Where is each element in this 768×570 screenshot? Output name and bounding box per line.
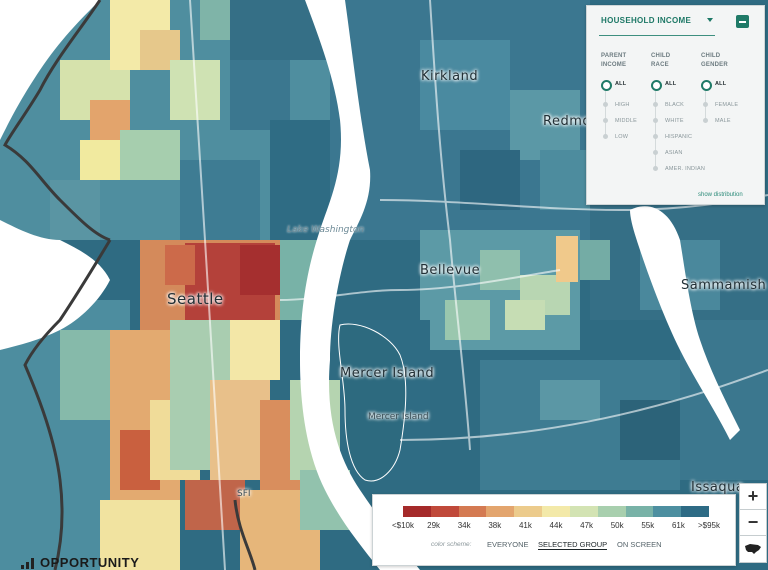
legend-tick-label: 44k	[549, 521, 563, 530]
seattle-boundary	[3, 0, 257, 570]
legend-tick-label: 50k	[610, 521, 624, 530]
scheme-on-screen[interactable]: ON SCREEN	[617, 540, 662, 549]
column-header-parent-income: PARENT INCOME	[601, 53, 627, 68]
zoom-in-button[interactable]: +	[739, 483, 767, 511]
lake-label: Lake Washington	[287, 225, 365, 235]
legend-tick-label: >$95k	[697, 521, 721, 530]
radio-parent-low[interactable]	[603, 134, 608, 139]
seattle-tracts	[0, 0, 350, 570]
radio-race-black[interactable]	[653, 102, 658, 107]
logo-bars-icon	[21, 558, 34, 569]
legend-color-bin	[514, 506, 543, 517]
place-label-bellevue: Bellevue	[420, 263, 481, 278]
option-label[interactable]: ASIAN	[665, 150, 683, 156]
option-label[interactable]: AMER. INDIAN	[665, 166, 705, 172]
option-label[interactable]: LOW	[615, 134, 629, 140]
option-label[interactable]: FEMALE	[715, 102, 739, 108]
legend-tick-label: 41k	[518, 521, 532, 530]
radio-parent-middle[interactable]	[603, 118, 608, 123]
filter-panel: HOUSEHOLD INCOME PARENT INCOME ALL HIGH M…	[586, 5, 765, 205]
usa-map-icon[interactable]	[739, 535, 767, 563]
place-label-sammamish: Sammamish	[681, 278, 767, 293]
route-label: SFI	[237, 489, 251, 499]
show-distribution-link[interactable]: show distribution	[698, 192, 743, 198]
legend-tick-label: 34k	[457, 521, 471, 530]
legend-tick-label: 61k	[671, 521, 685, 530]
radio-race-amer-indian[interactable]	[653, 166, 658, 171]
legend-tick-label: 29k	[427, 521, 441, 530]
legend-color-bin	[625, 506, 654, 517]
collapse-icon[interactable]	[736, 15, 749, 28]
place-label-redmond: Redmo	[543, 114, 591, 129]
place-label-seattle: Seattle	[167, 290, 224, 308]
place-label-issaquah: Issaqua	[691, 480, 745, 495]
lake-washington	[300, 0, 420, 570]
legend-color-bin	[653, 506, 682, 517]
option-label[interactable]: ALL	[615, 81, 627, 87]
radio-gender-male[interactable]	[703, 118, 708, 123]
option-label[interactable]: ALL	[665, 81, 677, 87]
column-header-child-race: CHILD RACE	[651, 53, 671, 68]
radio-race-hispanic[interactable]	[653, 134, 658, 139]
option-label[interactable]: HISPANIC	[665, 134, 693, 140]
place-label-mercer-island-small: Mercer Island	[368, 412, 429, 422]
legend-color-bin	[430, 506, 460, 517]
radio-gender-all[interactable]	[701, 80, 712, 91]
legend-color-bin	[542, 506, 571, 517]
color-scheme-label: color scheme:	[431, 541, 472, 548]
column-header-child-gender: CHILD GENDER	[701, 53, 728, 68]
legend-color-bin	[458, 506, 487, 517]
title-underline	[599, 35, 715, 36]
legend-tick-label: <$10k	[391, 521, 415, 530]
radio-parent-high[interactable]	[603, 102, 608, 107]
scheme-selected-group[interactable]: SELECTED GROUP	[538, 540, 608, 550]
logo-text: OPPORTUNITY	[40, 555, 140, 570]
radio-parent-all[interactable]	[601, 80, 612, 91]
legend-color-bin	[569, 506, 599, 517]
legend-tick-label: 38k	[488, 521, 502, 530]
puget-sound	[0, 0, 100, 140]
option-label[interactable]: ALL	[715, 81, 727, 87]
mercer-island	[338, 323, 407, 482]
radio-gender-female[interactable]	[703, 102, 708, 107]
option-label[interactable]: WHITE	[665, 118, 684, 124]
highways	[189, 0, 768, 570]
panel-title[interactable]: HOUSEHOLD INCOME	[601, 16, 692, 25]
legend-tick-label: 55k	[641, 521, 655, 530]
legend-tick-label: 47k	[580, 521, 594, 530]
radio-race-all[interactable]	[651, 80, 662, 91]
legend-color-bin	[597, 506, 627, 517]
option-label[interactable]: HIGH	[615, 102, 630, 108]
legend-panel: color scheme: EVERYONE SELECTED GROUP ON…	[372, 494, 736, 566]
legend-color-bin	[681, 506, 710, 517]
chevron-down-icon[interactable]	[707, 18, 713, 22]
zoom-out-button[interactable]: −	[739, 509, 767, 537]
option-label[interactable]: MALE	[715, 118, 731, 124]
scheme-everyone[interactable]: EVERYONE	[487, 540, 529, 549]
place-label-mercer-island: Mercer Island	[340, 366, 435, 381]
lake-sammamish	[630, 206, 740, 440]
option-label[interactable]: BLACK	[665, 102, 685, 108]
radio-race-white[interactable]	[653, 118, 658, 123]
option-label[interactable]: MIDDLE	[615, 118, 637, 124]
radio-race-asian[interactable]	[653, 150, 658, 155]
place-label-kirkland: Kirkland	[421, 69, 479, 84]
puget-sound-2	[0, 220, 110, 350]
legend-color-bin	[486, 506, 515, 517]
legend-color-bin	[403, 506, 432, 517]
